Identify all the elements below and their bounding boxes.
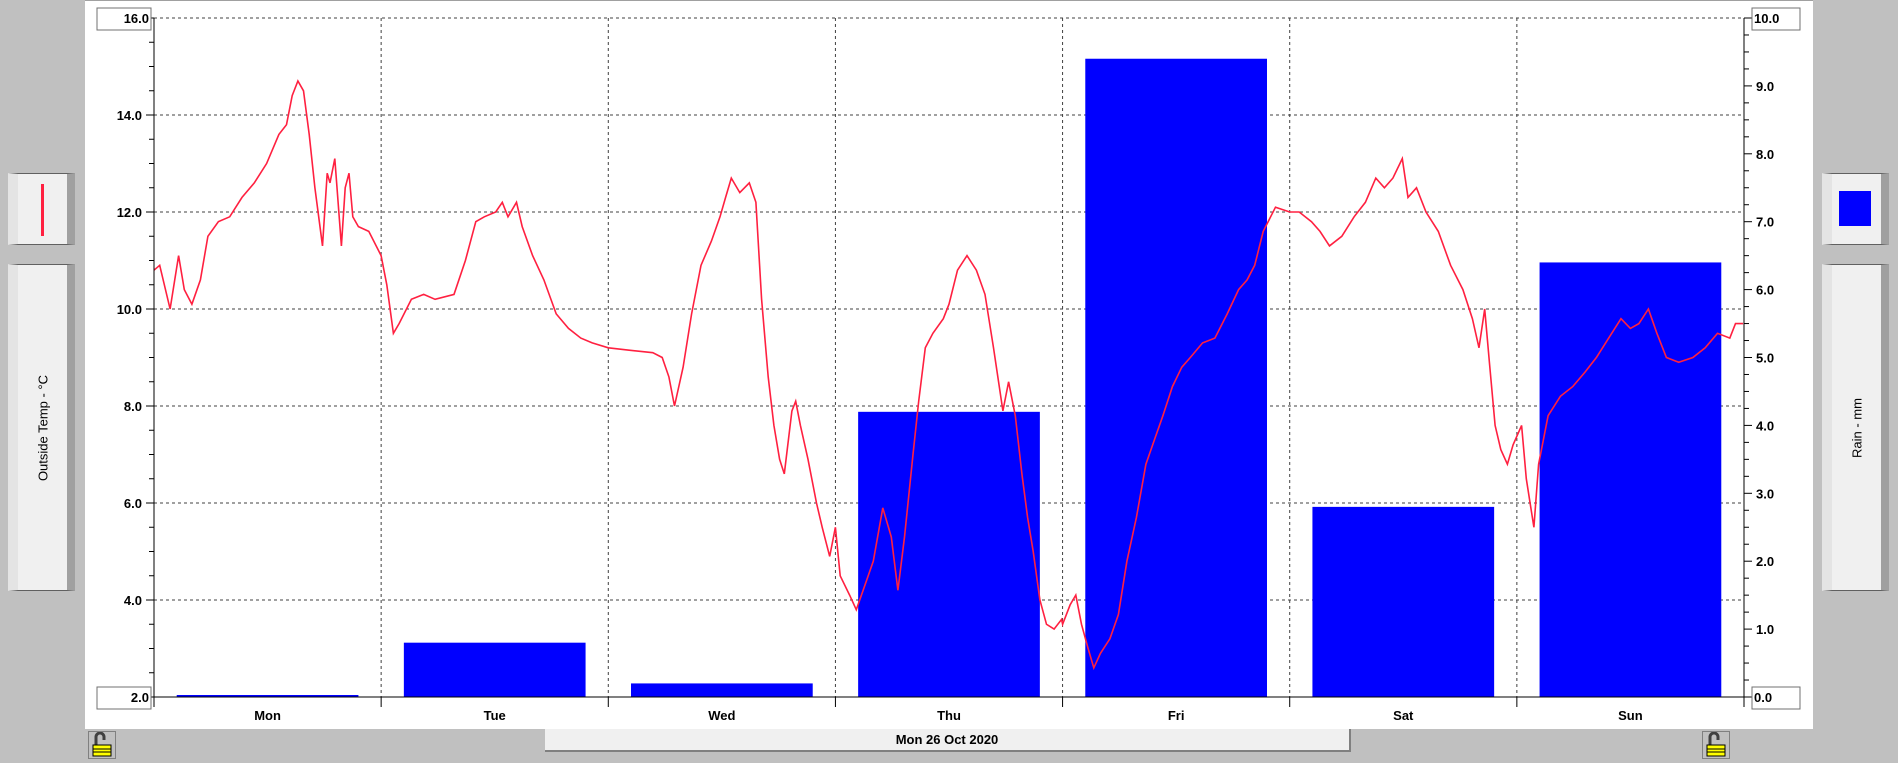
temperature-series [153, 79, 1744, 671]
x-tick-label: Sun [1618, 708, 1643, 723]
x-tick-label: Sat [1393, 708, 1414, 723]
left-tick-label: 2.0 [131, 690, 149, 705]
right-tick-label: 9.0 [1756, 79, 1774, 94]
right-tick-label: 1.0 [1756, 622, 1774, 637]
rain-bar-mon [176, 695, 359, 697]
rain-bar-sun [1539, 262, 1722, 697]
right-axis-label-button[interactable]: Rain - mm [1822, 264, 1889, 591]
left-axis-label: Outside Temp - °C [35, 374, 50, 481]
left-axis-limit-box [96, 686, 152, 710]
right-tick-label: 2.0 [1756, 554, 1774, 569]
x-tick-label: Fri [1168, 708, 1185, 723]
x-tick-label: Mon [254, 708, 281, 723]
right-tick-label: 8.0 [1756, 147, 1774, 162]
right-tick-label: 6.0 [1756, 283, 1774, 298]
right-axis-limit-box [1751, 7, 1801, 31]
right-tick-label: 5.0 [1756, 351, 1774, 366]
rain-bar-thu [858, 411, 1040, 697]
padlock-open-icon[interactable] [88, 731, 116, 759]
left-tick-label: 8.0 [124, 399, 142, 414]
left-tick-label: 4.0 [124, 593, 142, 608]
rain-legend-button[interactable] [1822, 173, 1889, 245]
rain-bars [176, 58, 1722, 698]
right-tick-label: 0.0 [1754, 690, 1772, 705]
right-tick-label: 4.0 [1756, 418, 1774, 433]
right-axis-limit-box [1751, 686, 1801, 710]
left-tick-label: 10.0 [117, 302, 142, 317]
left-tick-label: 14.0 [117, 108, 142, 123]
x-tick-label: Wed [708, 708, 735, 723]
rain-bar-tue [403, 642, 586, 697]
rain-bar-sat [1312, 506, 1495, 697]
x-tick-label: Tue [484, 708, 506, 723]
blue-square-icon [1839, 191, 1871, 226]
temperature-legend-button[interactable] [8, 173, 75, 245]
left-tick-label: 12.0 [117, 205, 142, 220]
right-axis-label: Rain - mm [1849, 397, 1864, 458]
left-tick-label: 16.0 [124, 11, 149, 26]
red-line-icon [41, 184, 44, 236]
right-tick-label: 10.0 [1754, 11, 1779, 26]
left-tick-label: 6.0 [124, 496, 142, 511]
x-tick-label: Thu [937, 708, 961, 723]
temperature-line [153, 79, 1744, 671]
right-tick-label: 7.0 [1756, 215, 1774, 230]
date-selector[interactable]: Mon 26 Oct 2020 [545, 729, 1351, 752]
left-axis-limit-box [96, 7, 152, 31]
right-tick-label: 3.0 [1756, 486, 1774, 501]
rain-bar-wed [631, 683, 813, 697]
axes: 2.0 4.0 6.0 8.0 10.0 12.0 14.0 16.0 0.0 1.0 2.0 3.0… [96, 7, 1801, 723]
padlock-open-icon[interactable] [1702, 731, 1730, 759]
left-axis-label-button[interactable]: Outside Temp - °C [8, 264, 75, 591]
